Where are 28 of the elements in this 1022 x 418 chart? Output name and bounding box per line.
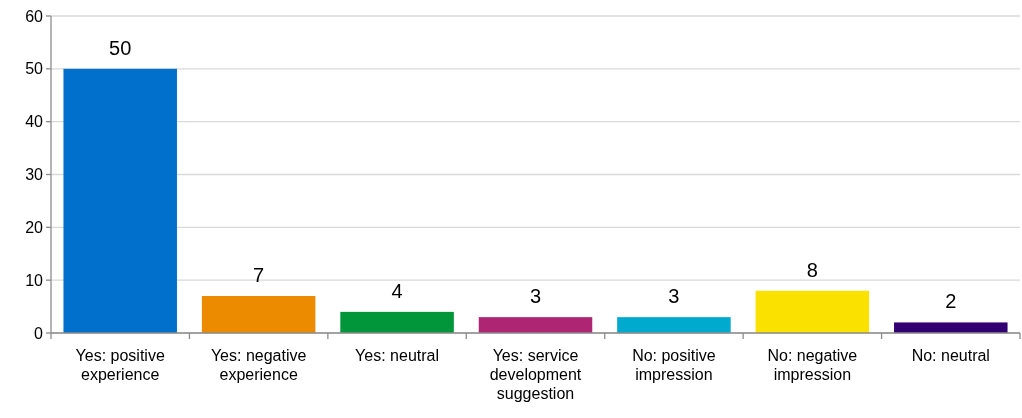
x-tick-label: No: neutral: [911, 347, 990, 364]
bar: [755, 290, 870, 333]
x-tick-label: Yes: negative experience: [210, 347, 307, 383]
y-tick-label: 50: [25, 60, 44, 78]
bar: [340, 311, 454, 333]
bar: [63, 68, 177, 333]
data-label: 3: [668, 285, 680, 308]
y-tick-label: 0: [34, 324, 44, 342]
data-label: 7: [253, 264, 265, 287]
bar: [478, 317, 593, 333]
y-tick-label: 40: [25, 113, 44, 131]
x-tick-label: Yes: neutral: [355, 347, 440, 364]
y-tick-label: 10: [25, 271, 44, 289]
bar: [201, 296, 316, 333]
y-tick-label: 60: [25, 7, 44, 25]
x-tick-label: No: positive impression: [632, 347, 716, 383]
x-tick-label: No: negative impression: [767, 347, 858, 383]
data-label: 4: [391, 279, 403, 302]
y-tick-label: 30: [25, 166, 44, 184]
data-label: 2: [945, 290, 957, 313]
data-label: 8: [806, 258, 818, 281]
bar: [894, 322, 1008, 333]
data-label: 3: [529, 285, 542, 308]
bar: [617, 317, 731, 333]
x-tick-label: Yes: service development suggestion: [489, 347, 582, 402]
data-label: 50: [109, 36, 132, 59]
x-tick-label: Yes: positive experience: [75, 347, 165, 383]
y-tick-label: 20: [25, 218, 44, 236]
